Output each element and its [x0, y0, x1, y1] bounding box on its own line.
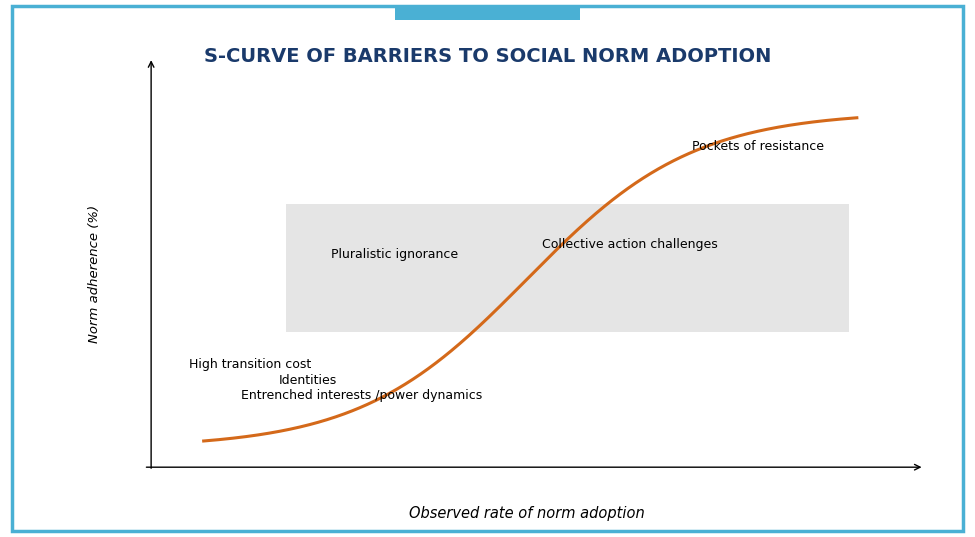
Text: S-CURVE OF BARRIERS TO SOCIAL NORM ADOPTION: S-CURVE OF BARRIERS TO SOCIAL NORM ADOPT…	[204, 47, 771, 66]
Text: Collective action challenges: Collective action challenges	[541, 238, 718, 251]
Text: Identities: Identities	[279, 374, 337, 387]
Bar	[287, 204, 849, 332]
Text: Observed rate of norm adoption: Observed rate of norm adoption	[409, 506, 644, 521]
Text: Norm adherence (%): Norm adherence (%)	[89, 205, 101, 343]
Text: Entrenched interests /power dynamics: Entrenched interests /power dynamics	[241, 389, 483, 402]
Text: Pluralistic ignorance: Pluralistic ignorance	[332, 248, 458, 261]
Text: Pockets of resistance: Pockets of resistance	[691, 140, 824, 153]
Text: High transition cost: High transition cost	[189, 358, 311, 371]
